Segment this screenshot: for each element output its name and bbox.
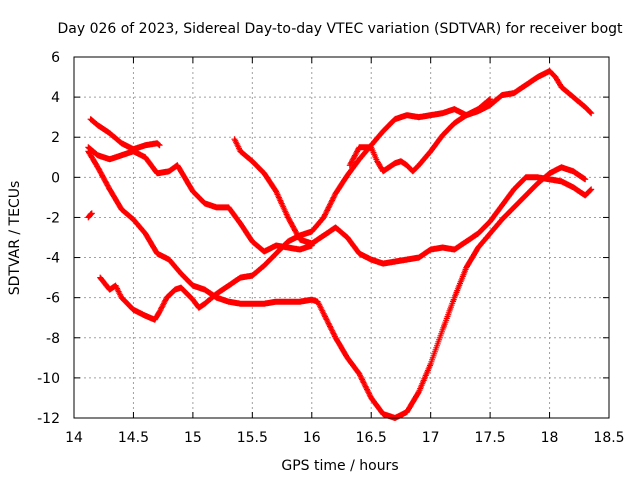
series-arc-2 (85, 144, 315, 255)
series-arc-1 (85, 210, 95, 221)
y-tick-label: -4 (46, 251, 60, 267)
y-axis-label: SDTVAR / TECUs (7, 181, 23, 296)
x-tick-label: 18.5 (593, 430, 624, 446)
x-tick-label: 14 (65, 430, 83, 446)
x-axis-label: GPS time / hours (281, 458, 398, 474)
series-arc-4 (87, 116, 163, 153)
data-marks (85, 68, 595, 421)
series-arc-7 (346, 68, 595, 175)
plot-frame (73, 56, 610, 419)
data-point-markers (85, 144, 315, 255)
y-tick-label: -6 (46, 291, 60, 307)
data-point-markers (97, 96, 494, 323)
x-tick-label: 15 (184, 430, 202, 446)
y-tick-label: -12 (37, 411, 60, 427)
x-tick-label: 17 (422, 430, 440, 446)
chart-title: Day 026 of 2023, Sidereal Day-to-day VTE… (57, 21, 623, 37)
y-tick-label: 0 (51, 170, 60, 186)
y-tick-label: 4 (51, 90, 60, 106)
data-point-markers (85, 148, 589, 421)
x-tick-label: 16.5 (356, 430, 387, 446)
x-tick-label: 14.5 (118, 430, 149, 446)
y-tick-label: 2 (51, 130, 60, 146)
data-point-markers (231, 136, 595, 267)
series-arc-6 (231, 136, 595, 267)
y-tick-label: 6 (51, 50, 60, 66)
series-arc-3 (85, 148, 589, 421)
axis-ticks: 14 14.5 15 15.5 16 16.5 17 17.5 18 18.5 6 4 2 0 -2 -4 -6… (37, 50, 624, 446)
x-tick-label: 17.5 (475, 430, 506, 446)
y-tick-label: -10 (37, 371, 60, 387)
data-point-markers (87, 116, 163, 153)
data-point-markers (346, 68, 595, 175)
series-arc-5 (97, 96, 494, 323)
x-tick-label: 16 (303, 430, 321, 446)
y-tick-label: -8 (46, 331, 60, 347)
data-point-markers (85, 210, 95, 221)
y-tick-label: -2 (46, 210, 60, 226)
grid (73, 56, 610, 419)
x-tick-label: 15.5 (237, 430, 268, 446)
x-tick-label: 18 (541, 430, 559, 446)
